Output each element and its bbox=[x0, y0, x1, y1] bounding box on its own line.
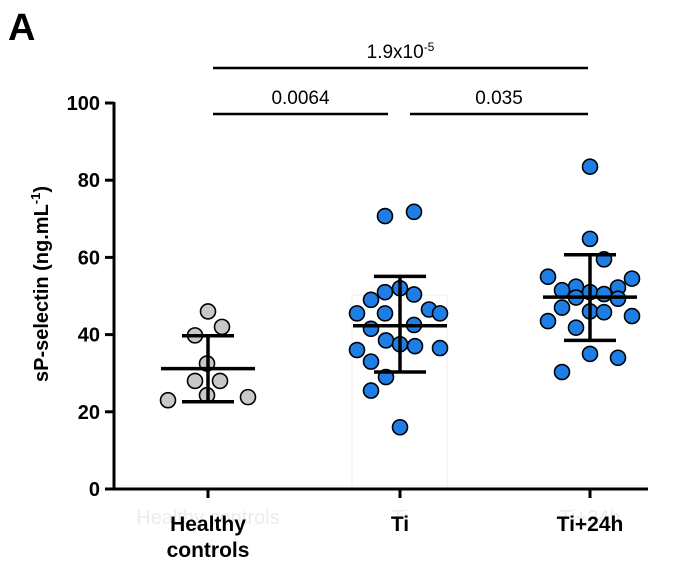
data-point bbox=[391, 418, 409, 436]
y-axis-title: sP-selectin (ng.mL-1) bbox=[28, 186, 53, 382]
data-point bbox=[213, 318, 231, 336]
p-value-label: 1.9x10-5 bbox=[367, 40, 435, 63]
data-point bbox=[623, 270, 641, 287]
ghost-category-label: Healthy controls bbox=[136, 507, 279, 529]
ghost-category-label: Ti+24h bbox=[560, 507, 621, 529]
data-point bbox=[553, 299, 571, 316]
data-point bbox=[186, 372, 204, 390]
y-axis: 0 20 40 60 80 100 bbox=[67, 93, 116, 501]
p-value-text: 0.0064 bbox=[271, 88, 330, 109]
data-point bbox=[159, 391, 177, 409]
y-axis-title-close: ) bbox=[31, 186, 53, 193]
data-point bbox=[376, 283, 394, 301]
data-point bbox=[623, 307, 641, 325]
y-tick-label: 100 bbox=[67, 93, 100, 115]
p-value-label: 0.0064 bbox=[271, 88, 330, 109]
x-category-label: controls bbox=[167, 539, 250, 562]
data-point bbox=[376, 305, 394, 322]
y-tick-label: 80 bbox=[78, 170, 100, 192]
data-point bbox=[348, 341, 366, 359]
data-point bbox=[567, 319, 585, 336]
data-point bbox=[405, 203, 423, 221]
x-category-label: Healthy bbox=[170, 513, 246, 536]
data-point bbox=[539, 312, 557, 330]
mean-sd-bars bbox=[161, 252, 637, 404]
data-point bbox=[348, 305, 366, 322]
data-point bbox=[553, 363, 571, 381]
data-point bbox=[362, 353, 380, 370]
data-point bbox=[595, 303, 613, 321]
panel-label: A bbox=[8, 7, 35, 49]
data-point bbox=[211, 372, 229, 390]
data-point bbox=[609, 349, 627, 367]
y-axis-title-superscript: -1 bbox=[28, 193, 43, 205]
x-category-label: Ti+24h bbox=[557, 513, 624, 536]
data-point bbox=[377, 332, 395, 349]
data-point bbox=[581, 230, 599, 248]
y-tick-label: 40 bbox=[78, 325, 100, 347]
ghost-category-label: Ti bbox=[392, 507, 408, 529]
p-value-exponent: -5 bbox=[424, 40, 435, 54]
data-point bbox=[581, 158, 599, 175]
comparison-brackets: 0.0064 0.035 1.9x10-5 bbox=[213, 40, 588, 116]
data-point bbox=[431, 305, 449, 322]
data-points bbox=[159, 158, 641, 436]
x-axis: Healthy controls Ti Ti+24h bbox=[112, 487, 648, 562]
ghost-category-labels: Healthy controls Ti Ti+24h bbox=[136, 294, 621, 529]
data-point bbox=[405, 286, 423, 303]
data-point bbox=[376, 207, 394, 225]
y-tick-label: 20 bbox=[78, 402, 100, 424]
data-point bbox=[539, 268, 557, 286]
data-point bbox=[406, 337, 424, 355]
y-tick-label: 0 bbox=[89, 479, 100, 501]
data-point bbox=[362, 382, 380, 399]
data-point bbox=[362, 291, 380, 309]
y-axis-title-main: sP-selectin (ng.mL bbox=[31, 204, 53, 382]
p-value-label: 0.035 bbox=[475, 88, 523, 109]
data-point bbox=[199, 303, 217, 320]
data-point bbox=[595, 285, 613, 303]
y-tick-label: 60 bbox=[78, 247, 100, 269]
data-point bbox=[239, 388, 257, 406]
data-point bbox=[431, 339, 449, 357]
p-value-text: 0.035 bbox=[475, 88, 523, 109]
data-point bbox=[362, 320, 380, 338]
data-point bbox=[581, 345, 599, 363]
x-category-label: Ti bbox=[391, 513, 409, 536]
p-value-text: 1.9x10 bbox=[367, 42, 424, 63]
